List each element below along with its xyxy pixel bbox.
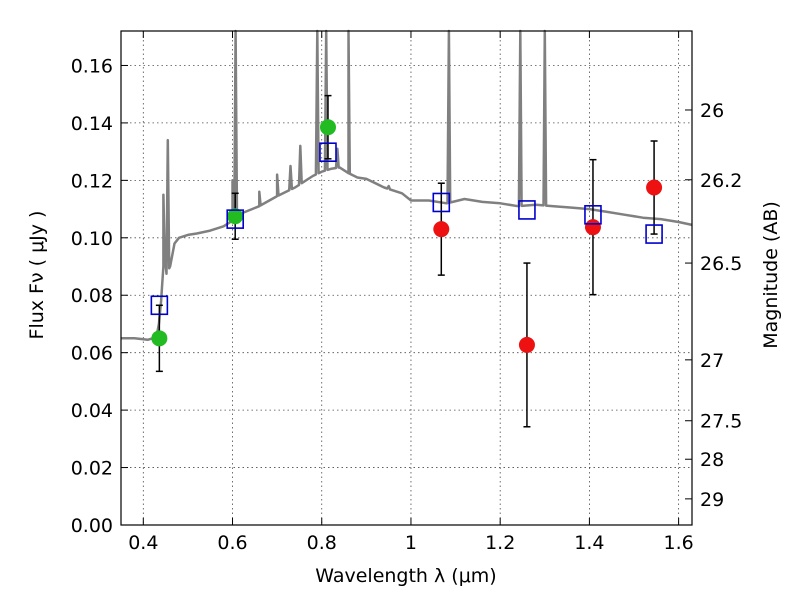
model-flux-square xyxy=(319,142,337,163)
x-tick-label: 1 xyxy=(405,532,417,554)
y-tick-label: 0.10 xyxy=(71,228,113,250)
right-axis-label: Magnitude (AB) xyxy=(760,201,782,349)
right-tick-label: 28 xyxy=(700,449,724,471)
x-tick-label: 1.2 xyxy=(485,532,515,554)
grid-lines xyxy=(121,31,692,526)
x-tick-label: 1.6 xyxy=(664,532,694,554)
y-tick-label: 0.04 xyxy=(71,400,113,422)
y-tick-label: 0.14 xyxy=(71,113,113,135)
y-tick-label: 0.00 xyxy=(71,515,113,537)
x-tick-label: 0.8 xyxy=(307,532,337,554)
x-axis-label: Wavelength λ (μm) xyxy=(315,565,496,587)
y-tick-label: 0.12 xyxy=(71,170,113,192)
model-flux-square xyxy=(432,192,451,213)
y-tick-label: 0.08 xyxy=(71,285,113,307)
right-tick-label: 26.5 xyxy=(700,253,742,275)
data-point xyxy=(151,330,168,347)
right-tick-label: 27.5 xyxy=(700,411,742,433)
y-tick-label: 0.16 xyxy=(71,55,113,77)
photometry-points xyxy=(150,94,663,428)
data-point xyxy=(584,219,601,236)
model-spectrum xyxy=(121,29,693,342)
axis-ticks: 0.4 0.6 0.8 1 1.2 1.4 1.6 0.00 0.02 0.04 0.06 0.08 0… xyxy=(71,31,742,554)
data-point xyxy=(518,336,535,353)
right-tick-label: 27 xyxy=(700,350,724,372)
right-tick-label: 26.2 xyxy=(700,170,742,192)
x-tick-label: 1.4 xyxy=(574,532,604,554)
right-tick-label: 29 xyxy=(700,489,724,511)
model-flux-square xyxy=(518,200,536,220)
data-point xyxy=(433,221,450,238)
spectrum-line xyxy=(121,29,693,342)
model-flux-square xyxy=(584,205,602,225)
model-flux-square xyxy=(150,295,169,316)
model-flux-square xyxy=(226,209,244,229)
data-point xyxy=(646,179,663,196)
y-tick-label: 0.02 xyxy=(71,458,113,480)
y-axis-label: Flux Fν ( μJy ) xyxy=(26,211,48,340)
model-flux-square xyxy=(645,224,663,244)
data-point xyxy=(319,119,336,136)
x-tick-label: 0.4 xyxy=(128,532,158,554)
plot-frame xyxy=(120,30,693,526)
right-tick-label: 26 xyxy=(700,100,724,122)
x-tick-label: 0.6 xyxy=(217,532,247,554)
data-point xyxy=(227,208,244,225)
y-tick-label: 0.06 xyxy=(71,343,113,365)
